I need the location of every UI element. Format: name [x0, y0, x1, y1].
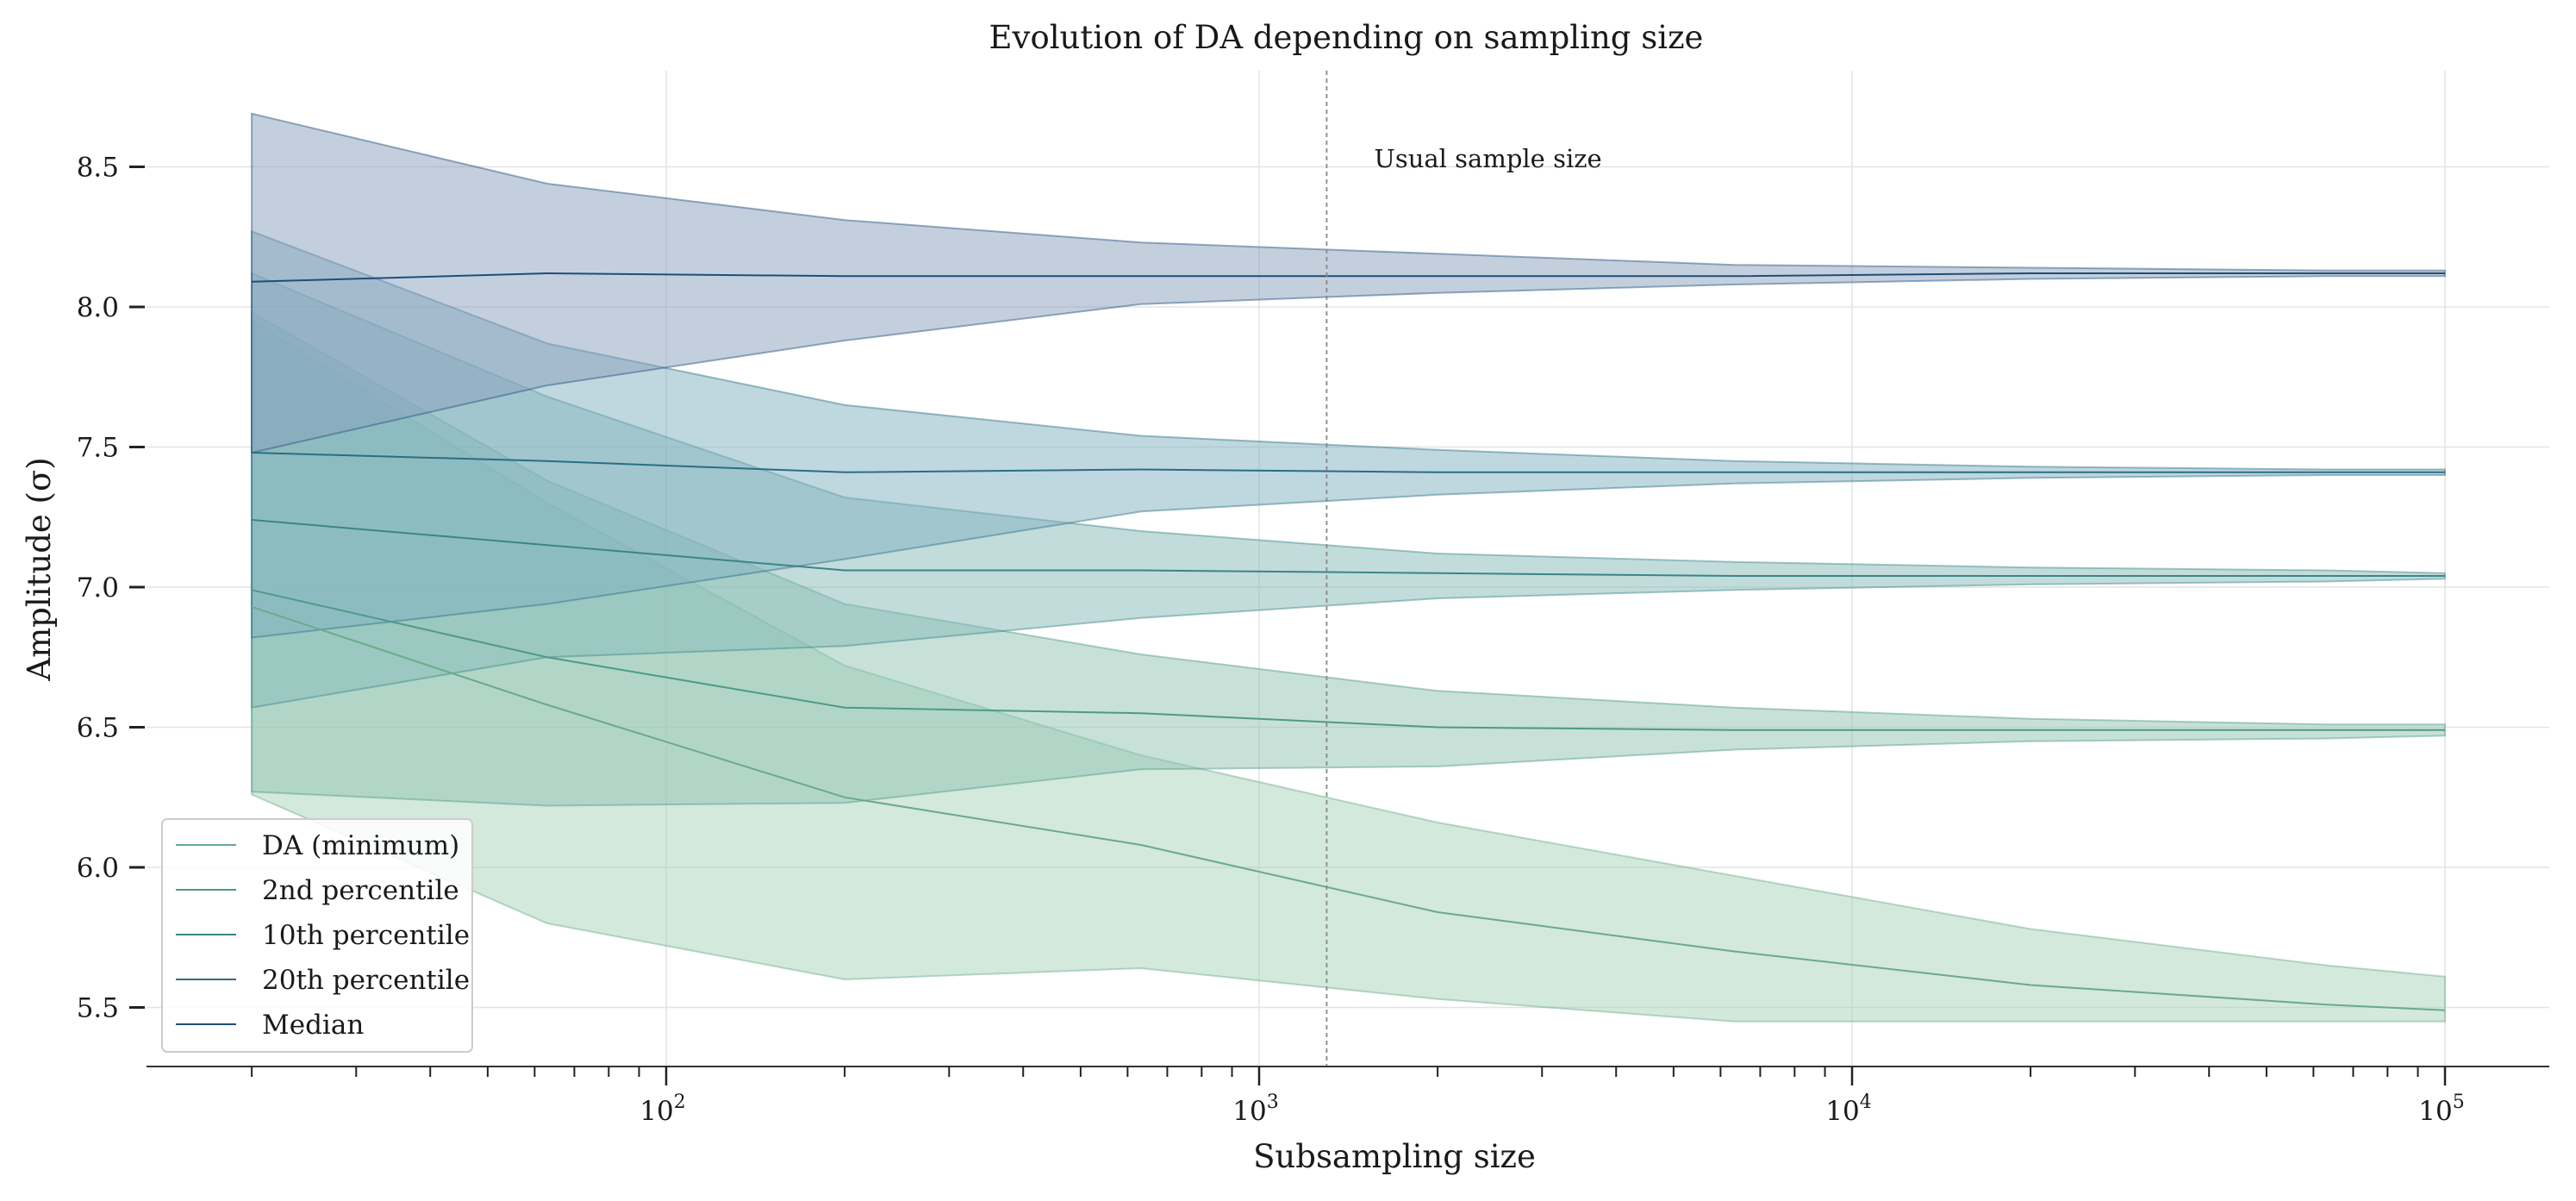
series-lines	[251, 272, 2446, 1011]
band-series-3	[251, 229, 2446, 639]
y-axis-label: Amplitude (σ)	[21, 457, 58, 681]
y-tick-label: 8.0	[77, 292, 119, 323]
y-tick-label: 7.0	[77, 572, 119, 604]
vline-annotation: Usual sample size	[1374, 144, 1601, 173]
legend: DA (minimum) 2nd percentile 10th percentil…	[161, 818, 473, 1053]
band-series-4	[251, 112, 2446, 454]
legend-entry: Median	[262, 1010, 364, 1041]
line-series-1	[251, 589, 2445, 731]
legend-entry: 20th percentile	[262, 965, 470, 996]
axes: 5.5 6.0 6.5 7.0 7.5 8.0 8.5 102 103 104 105	[77, 153, 2549, 1127]
y-tick-label: 8.5	[77, 153, 119, 184]
line-series-0	[251, 605, 2446, 1011]
x-tick-label: 102	[639, 1092, 685, 1127]
legend-entry: 10th percentile	[262, 920, 470, 951]
confidence-bands	[251, 112, 2446, 1023]
chart-title: Evolution of DA depending on sampling si…	[989, 19, 1704, 56]
band-series-1	[251, 310, 2446, 807]
legend-entry: 2nd percentile	[262, 875, 459, 906]
legend-entry: DA (minimum)	[262, 830, 459, 861]
line-series-2	[252, 519, 2445, 577]
y-tick-label: 6.5	[77, 713, 119, 744]
legend-box	[161, 818, 473, 1053]
line-series-4	[252, 272, 2445, 283]
x-tick-label: 104	[1825, 1092, 1871, 1127]
usual-sample-size-marker: Usual sample size	[1325, 71, 1602, 1067]
x-tick-label: 103	[1232, 1092, 1278, 1127]
x-axis-label: Subsampling size	[1253, 1138, 1536, 1175]
y-tick-label: 5.5	[77, 993, 119, 1024]
y-tick-label: 7.5	[77, 433, 119, 464]
x-tick-label: 105	[2418, 1092, 2464, 1127]
line-series-3	[252, 452, 2445, 473]
y-tick-label: 6.0	[77, 853, 119, 884]
band-series-2	[251, 272, 2446, 709]
